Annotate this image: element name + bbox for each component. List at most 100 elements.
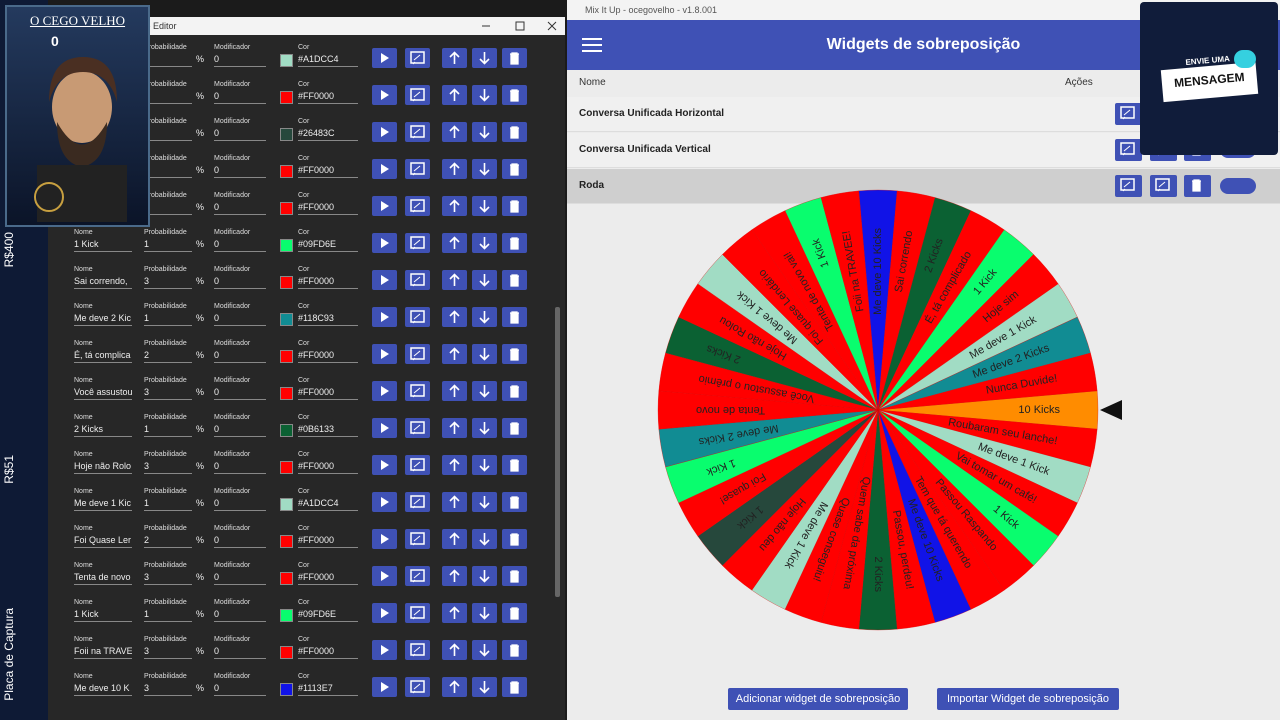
row-button[interactable] xyxy=(442,159,467,179)
row-button[interactable] xyxy=(405,307,430,327)
row-button[interactable] xyxy=(502,529,527,549)
row-button[interactable] xyxy=(442,270,467,290)
row-button[interactable] xyxy=(472,640,497,660)
row-button[interactable] xyxy=(405,603,430,623)
row-button[interactable] xyxy=(472,566,497,586)
row-button[interactable] xyxy=(442,418,467,438)
row-button[interactable] xyxy=(442,48,467,68)
row-button[interactable] xyxy=(442,344,467,364)
row-button[interactable] xyxy=(372,381,397,401)
row-button[interactable] xyxy=(502,85,527,105)
row-button[interactable] xyxy=(442,492,467,512)
row-button[interactable] xyxy=(472,196,497,216)
row-button[interactable] xyxy=(472,48,497,68)
row-button[interactable] xyxy=(472,122,497,142)
row-button[interactable] xyxy=(442,677,467,697)
row-button[interactable] xyxy=(372,492,397,512)
row-button[interactable] xyxy=(372,270,397,290)
row-button[interactable] xyxy=(502,677,527,697)
row-button[interactable] xyxy=(372,455,397,475)
row-button[interactable] xyxy=(372,85,397,105)
row-button[interactable] xyxy=(502,344,527,364)
row-button[interactable] xyxy=(472,529,497,549)
row-button[interactable] xyxy=(372,566,397,586)
row-button[interactable] xyxy=(502,455,527,475)
row-button[interactable] xyxy=(405,85,430,105)
add-button[interactable]: Adicionar widget de sobreposição xyxy=(728,688,908,710)
row-button[interactable] xyxy=(442,455,467,475)
row-button[interactable] xyxy=(372,196,397,216)
row-button[interactable] xyxy=(405,529,430,549)
row-button[interactable] xyxy=(502,492,527,512)
row-button[interactable] xyxy=(502,418,527,438)
row-button[interactable] xyxy=(405,455,430,475)
row-button[interactable] xyxy=(472,418,497,438)
row-button[interactable] xyxy=(405,270,430,290)
row-button[interactable] xyxy=(405,677,430,697)
widget-button[interactable] xyxy=(1115,103,1142,125)
row-button[interactable] xyxy=(405,566,430,586)
widget-button[interactable] xyxy=(1184,175,1211,197)
row-button[interactable] xyxy=(472,677,497,697)
row-button[interactable] xyxy=(472,455,497,475)
row-button[interactable] xyxy=(442,307,467,327)
row-button[interactable] xyxy=(405,418,430,438)
row-button[interactable] xyxy=(442,233,467,253)
row-button[interactable] xyxy=(472,603,497,623)
row-button[interactable] xyxy=(472,381,497,401)
row-button[interactable] xyxy=(502,196,527,216)
row-button[interactable] xyxy=(372,640,397,660)
row-button[interactable] xyxy=(502,640,527,660)
row-button[interactable] xyxy=(405,492,430,512)
row-button[interactable] xyxy=(405,122,430,142)
row-button[interactable] xyxy=(372,677,397,697)
row-button[interactable] xyxy=(372,307,397,327)
row-button[interactable] xyxy=(442,603,467,623)
row-button[interactable] xyxy=(372,603,397,623)
row-button[interactable] xyxy=(442,196,467,216)
row-button[interactable] xyxy=(472,344,497,364)
row-button[interactable] xyxy=(442,122,467,142)
row-button[interactable] xyxy=(502,566,527,586)
widget-button[interactable] xyxy=(1115,139,1142,161)
toggle[interactable] xyxy=(1220,178,1256,194)
row-button[interactable] xyxy=(405,233,430,253)
row-button[interactable] xyxy=(442,381,467,401)
row-button[interactable] xyxy=(405,196,430,216)
row-button[interactable] xyxy=(502,381,527,401)
row-button[interactable] xyxy=(502,233,527,253)
row-button[interactable] xyxy=(442,85,467,105)
row-button[interactable] xyxy=(472,159,497,179)
row-button[interactable] xyxy=(372,418,397,438)
row-button[interactable] xyxy=(502,307,527,327)
menu-icon[interactable] xyxy=(582,38,602,52)
row-button[interactable] xyxy=(442,529,467,549)
row-button[interactable] xyxy=(405,159,430,179)
row-button[interactable] xyxy=(372,529,397,549)
row-button[interactable] xyxy=(405,640,430,660)
window-controls[interactable] xyxy=(478,20,563,32)
widget-button[interactable] xyxy=(1150,175,1177,197)
row-button[interactable] xyxy=(405,48,430,68)
row-button[interactable] xyxy=(502,603,527,623)
row-button[interactable] xyxy=(472,85,497,105)
row-button[interactable] xyxy=(372,122,397,142)
row-button[interactable] xyxy=(502,48,527,68)
row-button[interactable] xyxy=(372,344,397,364)
row-button[interactable] xyxy=(442,566,467,586)
widget-button[interactable] xyxy=(1115,175,1142,197)
row-button[interactable] xyxy=(405,381,430,401)
import-button[interactable]: Importar Widget de sobreposição xyxy=(937,688,1119,710)
row-button[interactable] xyxy=(502,122,527,142)
row-button[interactable] xyxy=(405,344,430,364)
row-button[interactable] xyxy=(472,270,497,290)
row-button[interactable] xyxy=(372,233,397,253)
row-button[interactable] xyxy=(472,233,497,253)
row-button[interactable] xyxy=(372,48,397,68)
row-button[interactable] xyxy=(442,640,467,660)
row-button[interactable] xyxy=(472,307,497,327)
row-button[interactable] xyxy=(472,492,497,512)
row-button[interactable] xyxy=(372,159,397,179)
row-button[interactable] xyxy=(502,159,527,179)
row-button[interactable] xyxy=(502,270,527,290)
